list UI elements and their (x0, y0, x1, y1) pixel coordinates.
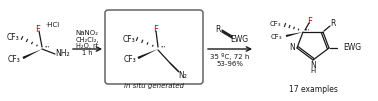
Text: 35 ºC, 72 h: 35 ºC, 72 h (210, 54, 250, 60)
Polygon shape (22, 49, 42, 59)
Text: CH₂Cl₂,: CH₂Cl₂, (75, 37, 99, 43)
Text: EWG: EWG (343, 44, 361, 53)
Text: 53-96%: 53-96% (217, 61, 243, 67)
Text: H: H (310, 68, 316, 74)
Text: CF₃: CF₃ (270, 21, 281, 27)
Text: CF₃: CF₃ (271, 34, 282, 40)
Text: F: F (308, 16, 313, 25)
Text: CF₃: CF₃ (7, 55, 20, 64)
Text: R: R (330, 19, 336, 28)
Text: NH₂: NH₂ (56, 49, 70, 58)
Text: N₂: N₂ (178, 72, 187, 80)
Text: ''': ''' (304, 28, 310, 34)
Text: H₂O, rt: H₂O, rt (76, 43, 98, 49)
Text: N: N (289, 44, 295, 53)
Text: 1 h: 1 h (82, 50, 92, 56)
Polygon shape (286, 32, 303, 37)
Text: F: F (153, 25, 158, 34)
Polygon shape (138, 49, 158, 59)
Text: ·HCl: ·HCl (45, 22, 59, 28)
Text: CF₃: CF₃ (123, 55, 136, 64)
Text: ''': ''' (160, 45, 166, 50)
Text: in situ generated: in situ generated (124, 83, 184, 89)
Text: R: R (215, 25, 221, 34)
Text: CF₃: CF₃ (6, 33, 19, 42)
Text: N: N (310, 62, 316, 70)
Text: ''': ''' (44, 45, 50, 50)
Text: CF₃: CF₃ (122, 35, 135, 44)
Text: EWG: EWG (230, 35, 248, 44)
Text: 17 examples: 17 examples (288, 85, 338, 94)
Text: NaNO₂: NaNO₂ (76, 30, 99, 36)
FancyBboxPatch shape (105, 10, 203, 84)
Text: F: F (36, 25, 40, 34)
